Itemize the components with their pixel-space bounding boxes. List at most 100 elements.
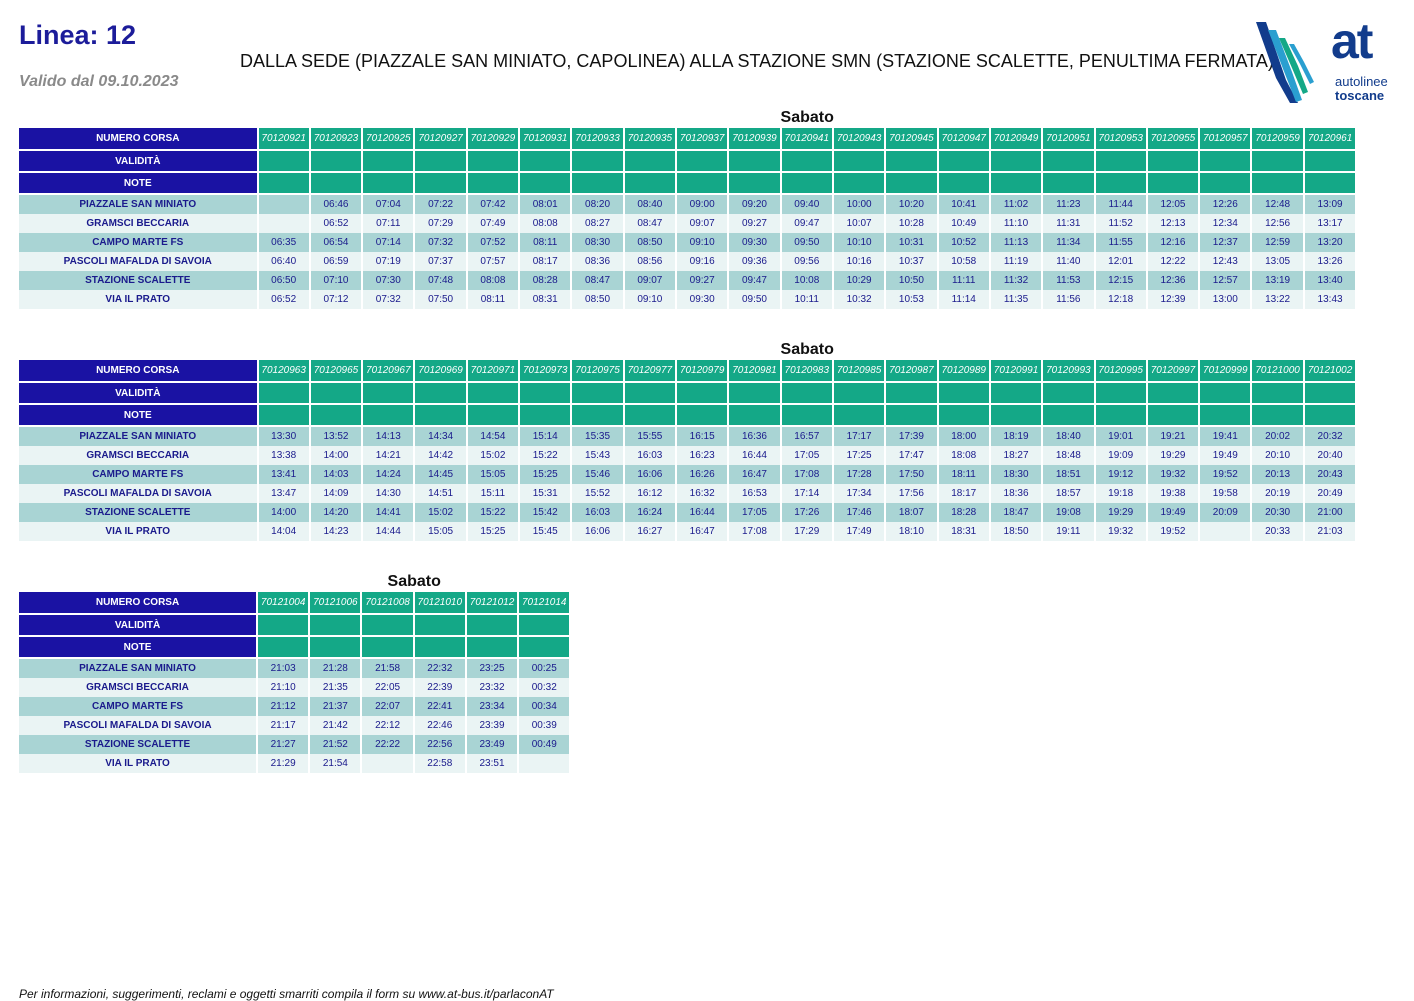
- time-cell: 20:43: [1304, 465, 1358, 484]
- validity-cell: [990, 151, 1044, 173]
- time-cell: 11:31: [1043, 214, 1096, 233]
- time-cell: 11:34: [1043, 233, 1096, 252]
- validity-cell: [833, 383, 887, 405]
- time-cell: 17:29: [781, 522, 834, 541]
- time-cell: 20:10: [1252, 446, 1305, 465]
- row-label: STAZIONE SCALETTE: [19, 735, 259, 754]
- time-cell: 18:50: [990, 522, 1044, 541]
- time-cell: 19:21: [1147, 427, 1201, 446]
- stop-row: GRAMSCI BECCARIA 13:38 14:00 14:21 14:42 15:0…: [19, 446, 1358, 465]
- row-label: VIA IL PRATO: [19, 754, 259, 773]
- validity-cell: [833, 151, 887, 173]
- time-cell: 18:11: [938, 465, 991, 484]
- time-cell: 17:08: [729, 522, 782, 541]
- time-cell: 13:52: [310, 427, 364, 446]
- run-number-cell: 70121004: [258, 592, 311, 615]
- row-label: NOTE: [19, 173, 259, 195]
- note-cell: [1252, 405, 1305, 427]
- time-cell: 12:36: [1147, 271, 1201, 290]
- run-number-cell: 70120999: [1200, 360, 1253, 383]
- validity-cell: [310, 615, 363, 637]
- note-cell: [833, 173, 887, 195]
- run-number-cell: 70120931: [520, 128, 573, 151]
- run-number-cell: 70120987: [886, 360, 939, 383]
- validity-cell: [1252, 151, 1305, 173]
- time-cell: 12:37: [1200, 233, 1253, 252]
- validity-cell: [781, 383, 834, 405]
- line-title: Linea: 12: [19, 20, 137, 50]
- time-cell: 18:17: [938, 484, 991, 503]
- validity-cell: [729, 383, 782, 405]
- timetable-block-3: Sabato NUMERO CORSA 70121004 70121006 701210…: [19, 572, 572, 773]
- logo-text: at: [1331, 13, 1373, 69]
- logo-mark-icon: [1256, 22, 1314, 103]
- time-cell: 10:58: [938, 252, 991, 271]
- time-cell: 16:15: [677, 427, 730, 446]
- run-number-cell: 70120981: [729, 360, 782, 383]
- run-number-cell: 70120991: [990, 360, 1044, 383]
- time-cell: 21:27: [258, 735, 311, 754]
- time-cell: 11:40: [1043, 252, 1096, 271]
- validity-cell: [363, 151, 416, 173]
- note-cell: [1200, 173, 1253, 195]
- time-cell: 07:29: [415, 214, 468, 233]
- validity-cell: [1095, 151, 1148, 173]
- time-cell: 15:31: [520, 484, 573, 503]
- time-cell: 21:12: [258, 697, 311, 716]
- time-cell: 19:11: [1043, 522, 1096, 541]
- validity-cell: [1043, 383, 1096, 405]
- note-cell: [677, 405, 730, 427]
- run-number-cell: 70120975: [572, 360, 625, 383]
- time-cell: 13:40: [1304, 271, 1358, 290]
- run-number-cell: 70120973: [520, 360, 573, 383]
- time-cell: 07:48: [415, 271, 468, 290]
- time-cell: 11:02: [990, 195, 1044, 214]
- timetable: NUMERO CORSA 70120963 70120965 70120967 7012…: [19, 360, 1358, 541]
- validity-cell: [363, 383, 416, 405]
- time-cell: 11:44: [1095, 195, 1148, 214]
- note-cell: [990, 405, 1044, 427]
- time-cell: 18:28: [938, 503, 991, 522]
- time-cell: 20:40: [1304, 446, 1358, 465]
- stop-row: STAZIONE SCALETTE 06:50 07:10 07:30 07:48 08:…: [19, 271, 1358, 290]
- validity-cell: [1200, 383, 1253, 405]
- validity-cell: [886, 383, 939, 405]
- time-cell: 12:39: [1147, 290, 1201, 309]
- note-cell: [415, 405, 468, 427]
- route-description: DALLA SEDE (PIAZZALE SAN MINIATO, CAPOLI…: [240, 51, 1274, 71]
- time-cell: 16:53: [729, 484, 782, 503]
- time-cell: 08:36: [572, 252, 625, 271]
- row-label: NOTE: [19, 637, 259, 659]
- run-number-row: NUMERO CORSA 70120963 70120965 70120967 7012…: [19, 360, 1358, 383]
- time-cell: 14:21: [363, 446, 416, 465]
- time-cell: 19:08: [1043, 503, 1096, 522]
- time-cell: 20:13: [1252, 465, 1305, 484]
- time-cell: 14:09: [310, 484, 364, 503]
- time-cell: 07:14: [363, 233, 416, 252]
- validity-cell: [466, 615, 520, 637]
- time-cell: 22:22: [362, 735, 415, 754]
- time-cell: 19:29: [1147, 446, 1201, 465]
- time-cell: 14:00: [258, 503, 311, 522]
- validity-cell: [519, 615, 572, 637]
- time-cell: 09:10: [677, 233, 730, 252]
- time-cell: 08:27: [572, 214, 625, 233]
- time-cell: 23:32: [466, 678, 520, 697]
- time-cell: 21:03: [258, 659, 311, 678]
- time-cell: 18:00: [938, 427, 991, 446]
- time-cell: 17:05: [729, 503, 782, 522]
- validity-cell: [624, 383, 677, 405]
- time-cell: 00:34: [519, 697, 572, 716]
- time-cell: 07:37: [415, 252, 468, 271]
- validity-cell: [1147, 383, 1201, 405]
- run-number-row: NUMERO CORSA 70121004 70121006 70121008 7012…: [19, 592, 572, 615]
- note-cell: [363, 405, 416, 427]
- time-cell: 09:20: [729, 195, 782, 214]
- time-cell: 14:30: [363, 484, 416, 503]
- run-number-cell: 70120923: [310, 128, 364, 151]
- time-cell: 10:28: [886, 214, 939, 233]
- run-number-cell: 70120967: [363, 360, 416, 383]
- stop-row: VIA IL PRATO 14:04 14:23 14:44 15:05 15:25 15:…: [19, 522, 1358, 541]
- time-cell: 19:49: [1147, 503, 1201, 522]
- time-cell: 14:44: [363, 522, 416, 541]
